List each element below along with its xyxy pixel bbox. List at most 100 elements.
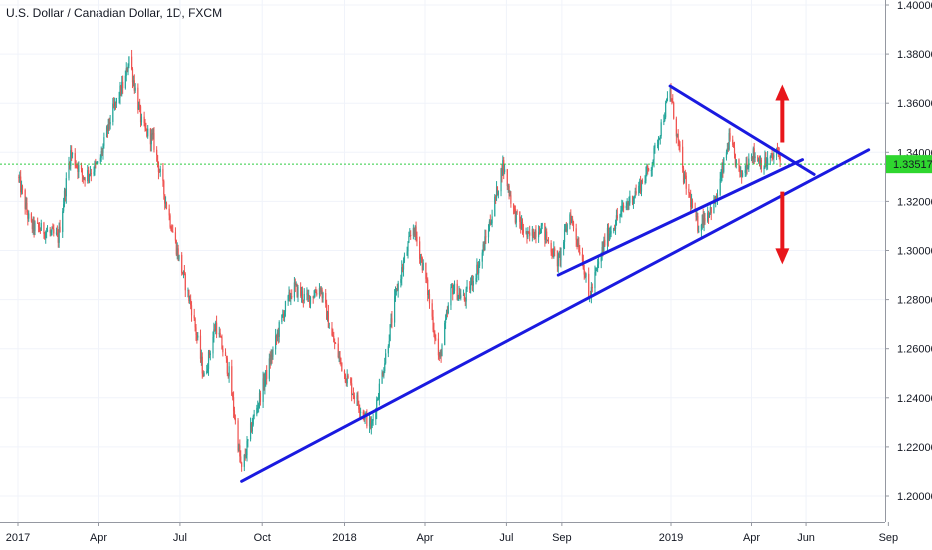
candle-body (470, 283, 472, 290)
trendline[interactable] (240, 148, 871, 483)
candle-body (570, 214, 572, 223)
candle-body (28, 213, 30, 219)
candle-body (672, 101, 674, 103)
candle-body (74, 153, 76, 166)
trendline[interactable] (556, 158, 804, 277)
candle-body (182, 270, 185, 275)
candle-body (477, 264, 479, 274)
candle-body (194, 318, 196, 328)
candle-body (659, 136, 661, 139)
trendline[interactable] (668, 84, 816, 176)
candle-body (259, 392, 262, 402)
candle-body (606, 227, 609, 246)
candle-body (105, 127, 108, 138)
candle-body (343, 370, 346, 374)
candle-body (95, 162, 97, 164)
candle-body (327, 311, 329, 328)
candle-body (470, 278, 473, 284)
candle-body (720, 174, 722, 179)
candle-body (291, 296, 293, 298)
price-axis-panel[interactable] (885, 0, 932, 550)
candle-body (747, 167, 749, 170)
candle-body (575, 228, 577, 240)
candle-body (353, 395, 355, 399)
y-tick-label: 1.38000 (897, 49, 932, 61)
candle-body (344, 373, 346, 383)
current-price-label: 1.33517 (893, 159, 932, 171)
candle-body (372, 419, 374, 421)
arrow-up-head[interactable] (775, 84, 790, 101)
candle-body (634, 191, 636, 197)
candle-body (765, 157, 767, 166)
candle-body (708, 212, 711, 217)
candle-body (551, 252, 553, 255)
candle-body (627, 203, 629, 205)
y-tick-label: 1.32000 (897, 196, 932, 208)
candle-body (641, 180, 643, 183)
candle-body (262, 378, 264, 402)
candle-body (597, 264, 599, 268)
candle-body (107, 118, 109, 131)
current-price-badge[interactable] (886, 155, 932, 174)
candle-body (757, 156, 759, 162)
candle-body (427, 279, 429, 295)
candle-body (485, 236, 487, 238)
candle-body (682, 146, 684, 168)
candle-body (282, 313, 284, 315)
candle-body (447, 305, 449, 313)
candle-body (225, 355, 228, 359)
candle-body (500, 168, 502, 192)
candle-body (665, 101, 668, 103)
candle-body (388, 340, 390, 347)
candle-body (71, 153, 74, 155)
candle-body (234, 418, 236, 421)
x-tick-label: Apr (90, 532, 107, 544)
candle-body (159, 168, 161, 173)
candle-body (326, 311, 329, 320)
candle-body (25, 202, 27, 209)
candle-body (147, 128, 149, 137)
candle-body (208, 351, 211, 356)
candle-body (202, 373, 204, 377)
candle-body (190, 299, 192, 306)
candle-body (410, 235, 412, 237)
candle-body (532, 228, 534, 238)
candle-body (283, 313, 285, 318)
candle-body (366, 412, 368, 427)
candles (18, 49, 781, 472)
candle-body (534, 230, 536, 239)
candle-body (563, 229, 566, 242)
candle-body (744, 170, 746, 173)
arrow-down-head[interactable] (775, 248, 790, 265)
candle-body (658, 138, 660, 140)
candle-body (391, 318, 393, 323)
candle-body (50, 231, 52, 233)
candle-body (450, 287, 452, 306)
candle-body (251, 424, 253, 432)
candle-body (276, 332, 279, 338)
candle-body (277, 332, 279, 337)
candle-body (746, 163, 748, 170)
candle-body (300, 291, 303, 296)
candle-body (733, 147, 736, 155)
candle-body (18, 176, 20, 179)
candle-body (576, 239, 578, 245)
candle-body (735, 159, 737, 166)
candle-body (190, 305, 193, 316)
candle-body (695, 210, 697, 217)
candle-body (434, 333, 436, 339)
candle-body (376, 399, 378, 413)
candle-body (19, 176, 21, 179)
candle-body (133, 80, 135, 91)
candle-body (403, 255, 406, 262)
candle-body (533, 237, 535, 239)
candle-body (683, 174, 686, 183)
candle-body (678, 139, 680, 145)
candle-body (703, 218, 705, 226)
candle-body (639, 181, 642, 192)
candle-body (43, 222, 45, 234)
candle-body (490, 223, 492, 225)
candle-body (265, 370, 267, 380)
